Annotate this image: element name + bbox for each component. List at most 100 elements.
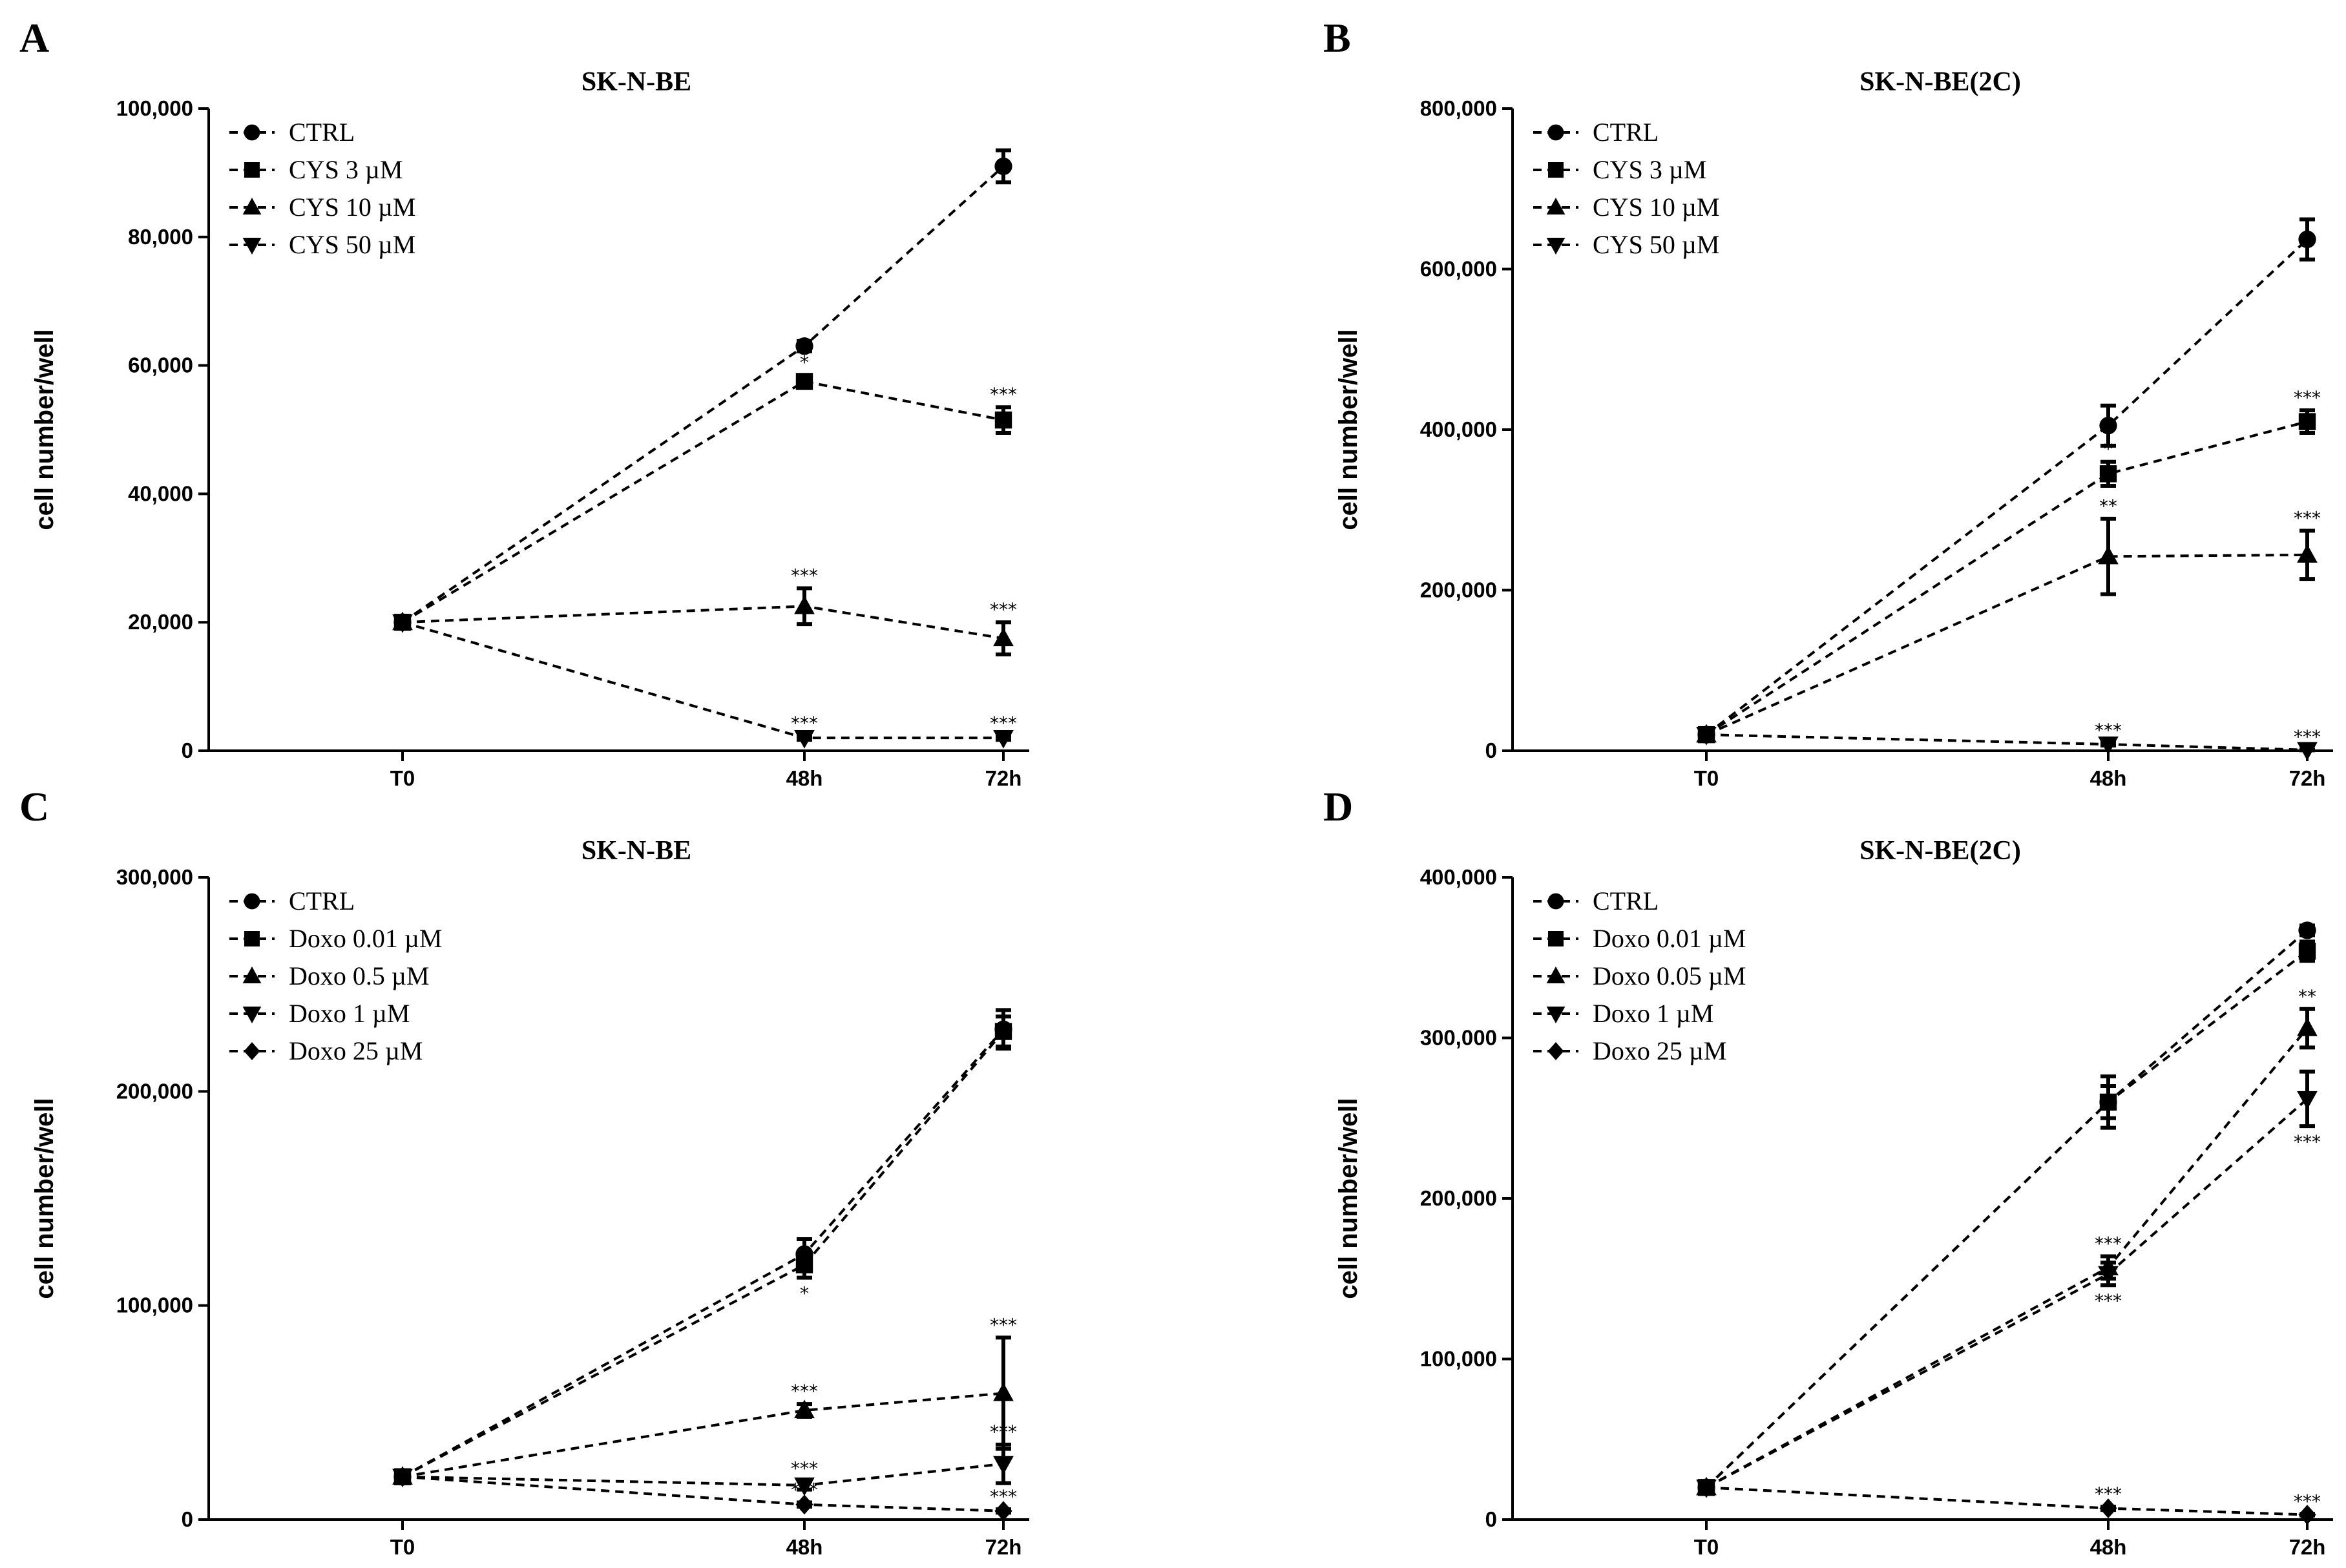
- series-3: *** ***: [392, 614, 1017, 749]
- data-point: [2099, 417, 2117, 435]
- data-point: [2098, 736, 2119, 755]
- data-point: [2099, 1498, 2117, 1519]
- legend-marker: [1547, 893, 1564, 910]
- legend-marker: [1546, 198, 1566, 214]
- legend-item: CTRL: [229, 886, 355, 915]
- data-point: [2298, 943, 2316, 960]
- significance-label: ***: [990, 1421, 1017, 1443]
- significance-label: ***: [791, 1479, 818, 1500]
- legend-marker: [1546, 238, 1566, 255]
- chart-panel-c: C SK-N-BE cell number/well 0 100,000 200,000 3…: [19, 784, 1029, 1559]
- significance-label: ***: [2294, 1490, 2321, 1512]
- y-tick-label: 300,000: [1420, 1026, 1497, 1050]
- legend-label: Doxo 0.05 µM: [1593, 961, 1746, 990]
- significance-label: ***: [2095, 1290, 2122, 1312]
- data-point: [993, 627, 1014, 647]
- legend-marker: [244, 893, 260, 910]
- data-point: [393, 1467, 412, 1487]
- legend-item: CTRL: [229, 118, 355, 147]
- data-point: [794, 595, 815, 614]
- y-tick-label: 400,000: [1420, 417, 1497, 441]
- significance-label: ***: [2294, 726, 2321, 747]
- data-point: [1696, 727, 1717, 746]
- data-point: [2298, 921, 2316, 939]
- series-line: [402, 1028, 1005, 1478]
- legend-label: CTRL: [1593, 886, 1659, 915]
- series-line: [1705, 950, 2309, 1489]
- x-tick-label: T0: [390, 766, 415, 790]
- legend: CTRL Doxo 0.01 µM Doxo 0.5 µM Doxo 1 µM Doxo…: [229, 886, 443, 1065]
- data-point: [795, 1494, 813, 1515]
- data-point: [795, 1256, 813, 1273]
- y-tick-label: 40,000: [128, 481, 193, 505]
- y-tick-label: 0: [1485, 738, 1497, 762]
- significance-label: ***: [2294, 508, 2321, 529]
- series-2: *****: [1696, 496, 2321, 743]
- data-point: [994, 157, 1012, 176]
- chart-title: SK-N-BE(2C): [1859, 836, 2021, 866]
- legend-marker: [1547, 1042, 1564, 1060]
- legend-item: CYS 50 µM: [229, 230, 415, 259]
- series-line: [401, 380, 1004, 623]
- legend-label: CYS 3 µM: [289, 155, 403, 184]
- significance-label: ***: [2095, 1483, 2122, 1505]
- y-tick-label: 100,000: [116, 96, 193, 120]
- series-3: *** ***: [1696, 1069, 2321, 1498]
- series-1: [1697, 939, 2316, 1496]
- significance-label: ***: [990, 713, 1017, 734]
- y-tick-label: 0: [1485, 1507, 1497, 1531]
- significance-label: *: [800, 1283, 809, 1304]
- legend-marker: [242, 238, 262, 255]
- y-tick-label: 400,000: [1420, 865, 1497, 889]
- y-tick-label: 200,000: [1420, 578, 1497, 602]
- data-point: [795, 337, 813, 355]
- y-tick-label: 200,000: [116, 1079, 193, 1103]
- significance-label: **: [2099, 496, 2117, 517]
- x-tick-label: T0: [390, 1535, 415, 1559]
- x-tick-label: 72h: [2289, 766, 2326, 790]
- series-line: [1706, 1098, 2309, 1489]
- chart-panel-a: A SK-N-BE cell number/well 0 20,000 40,000 60,…: [19, 15, 1029, 790]
- series-2: *****: [1696, 986, 2318, 1496]
- legend-marker: [1546, 1007, 1566, 1023]
- y-tick-label: 60,000: [128, 353, 193, 377]
- legend-label: CYS 50 µM: [289, 230, 415, 259]
- series-3: *** ***: [1696, 720, 2321, 761]
- data-point: [2098, 545, 2119, 565]
- legend-marker: [1547, 124, 1564, 141]
- chart-panel-b: B SK-N-BE(2C) cell number/well 0 200,000 400,…: [1323, 15, 2333, 790]
- y-tick-label: 300,000: [116, 865, 193, 889]
- significance-label: ***: [791, 565, 818, 587]
- data-point: [1697, 1477, 1715, 1498]
- data-point: [2297, 544, 2318, 563]
- significance-label: ***: [791, 1458, 818, 1479]
- series-0: [1697, 217, 2316, 744]
- legend-label: CTRL: [289, 886, 355, 915]
- x-tick-label: 72h: [985, 1535, 1022, 1559]
- legend-label: Doxo 1 µM: [289, 999, 410, 1028]
- significance-label: ***: [990, 384, 1017, 405]
- legend-item: Doxo 0.01 µM: [229, 924, 443, 953]
- y-axis-label: cell number/well: [1334, 1098, 1363, 1299]
- data-point: [2297, 1018, 2318, 1036]
- x-tick-label: T0: [1694, 1535, 1719, 1559]
- legend-item: CYS 10 µM: [1533, 193, 1719, 222]
- legend-marker: [1546, 967, 1566, 983]
- legend-item: Doxo 25 µM: [1533, 1036, 1727, 1065]
- legend-label: CTRL: [289, 118, 355, 147]
- panel-letter: D: [1323, 784, 1353, 830]
- series-2: *** ***: [392, 1314, 1017, 1485]
- series-4: *** ***: [1697, 1477, 2321, 1525]
- legend: CTRL Doxo 0.01 µM Doxo 0.05 µM Doxo 1 µM Dox…: [1533, 886, 1746, 1065]
- legend-label: Doxo 1 µM: [1593, 999, 1714, 1028]
- significance-label: **: [2298, 986, 2316, 1007]
- x-tick-label: 72h: [2289, 1535, 2326, 1559]
- legend-item: CTRL: [1533, 886, 1659, 915]
- legend-item: CTRL: [1533, 118, 1659, 147]
- panel-letter: B: [1323, 15, 1351, 61]
- series-1: *: [393, 1014, 1012, 1485]
- series-line: [1705, 929, 2309, 1489]
- legend-item: Doxo 0.5 µM: [229, 961, 430, 990]
- y-tick-label: 800,000: [1420, 96, 1497, 120]
